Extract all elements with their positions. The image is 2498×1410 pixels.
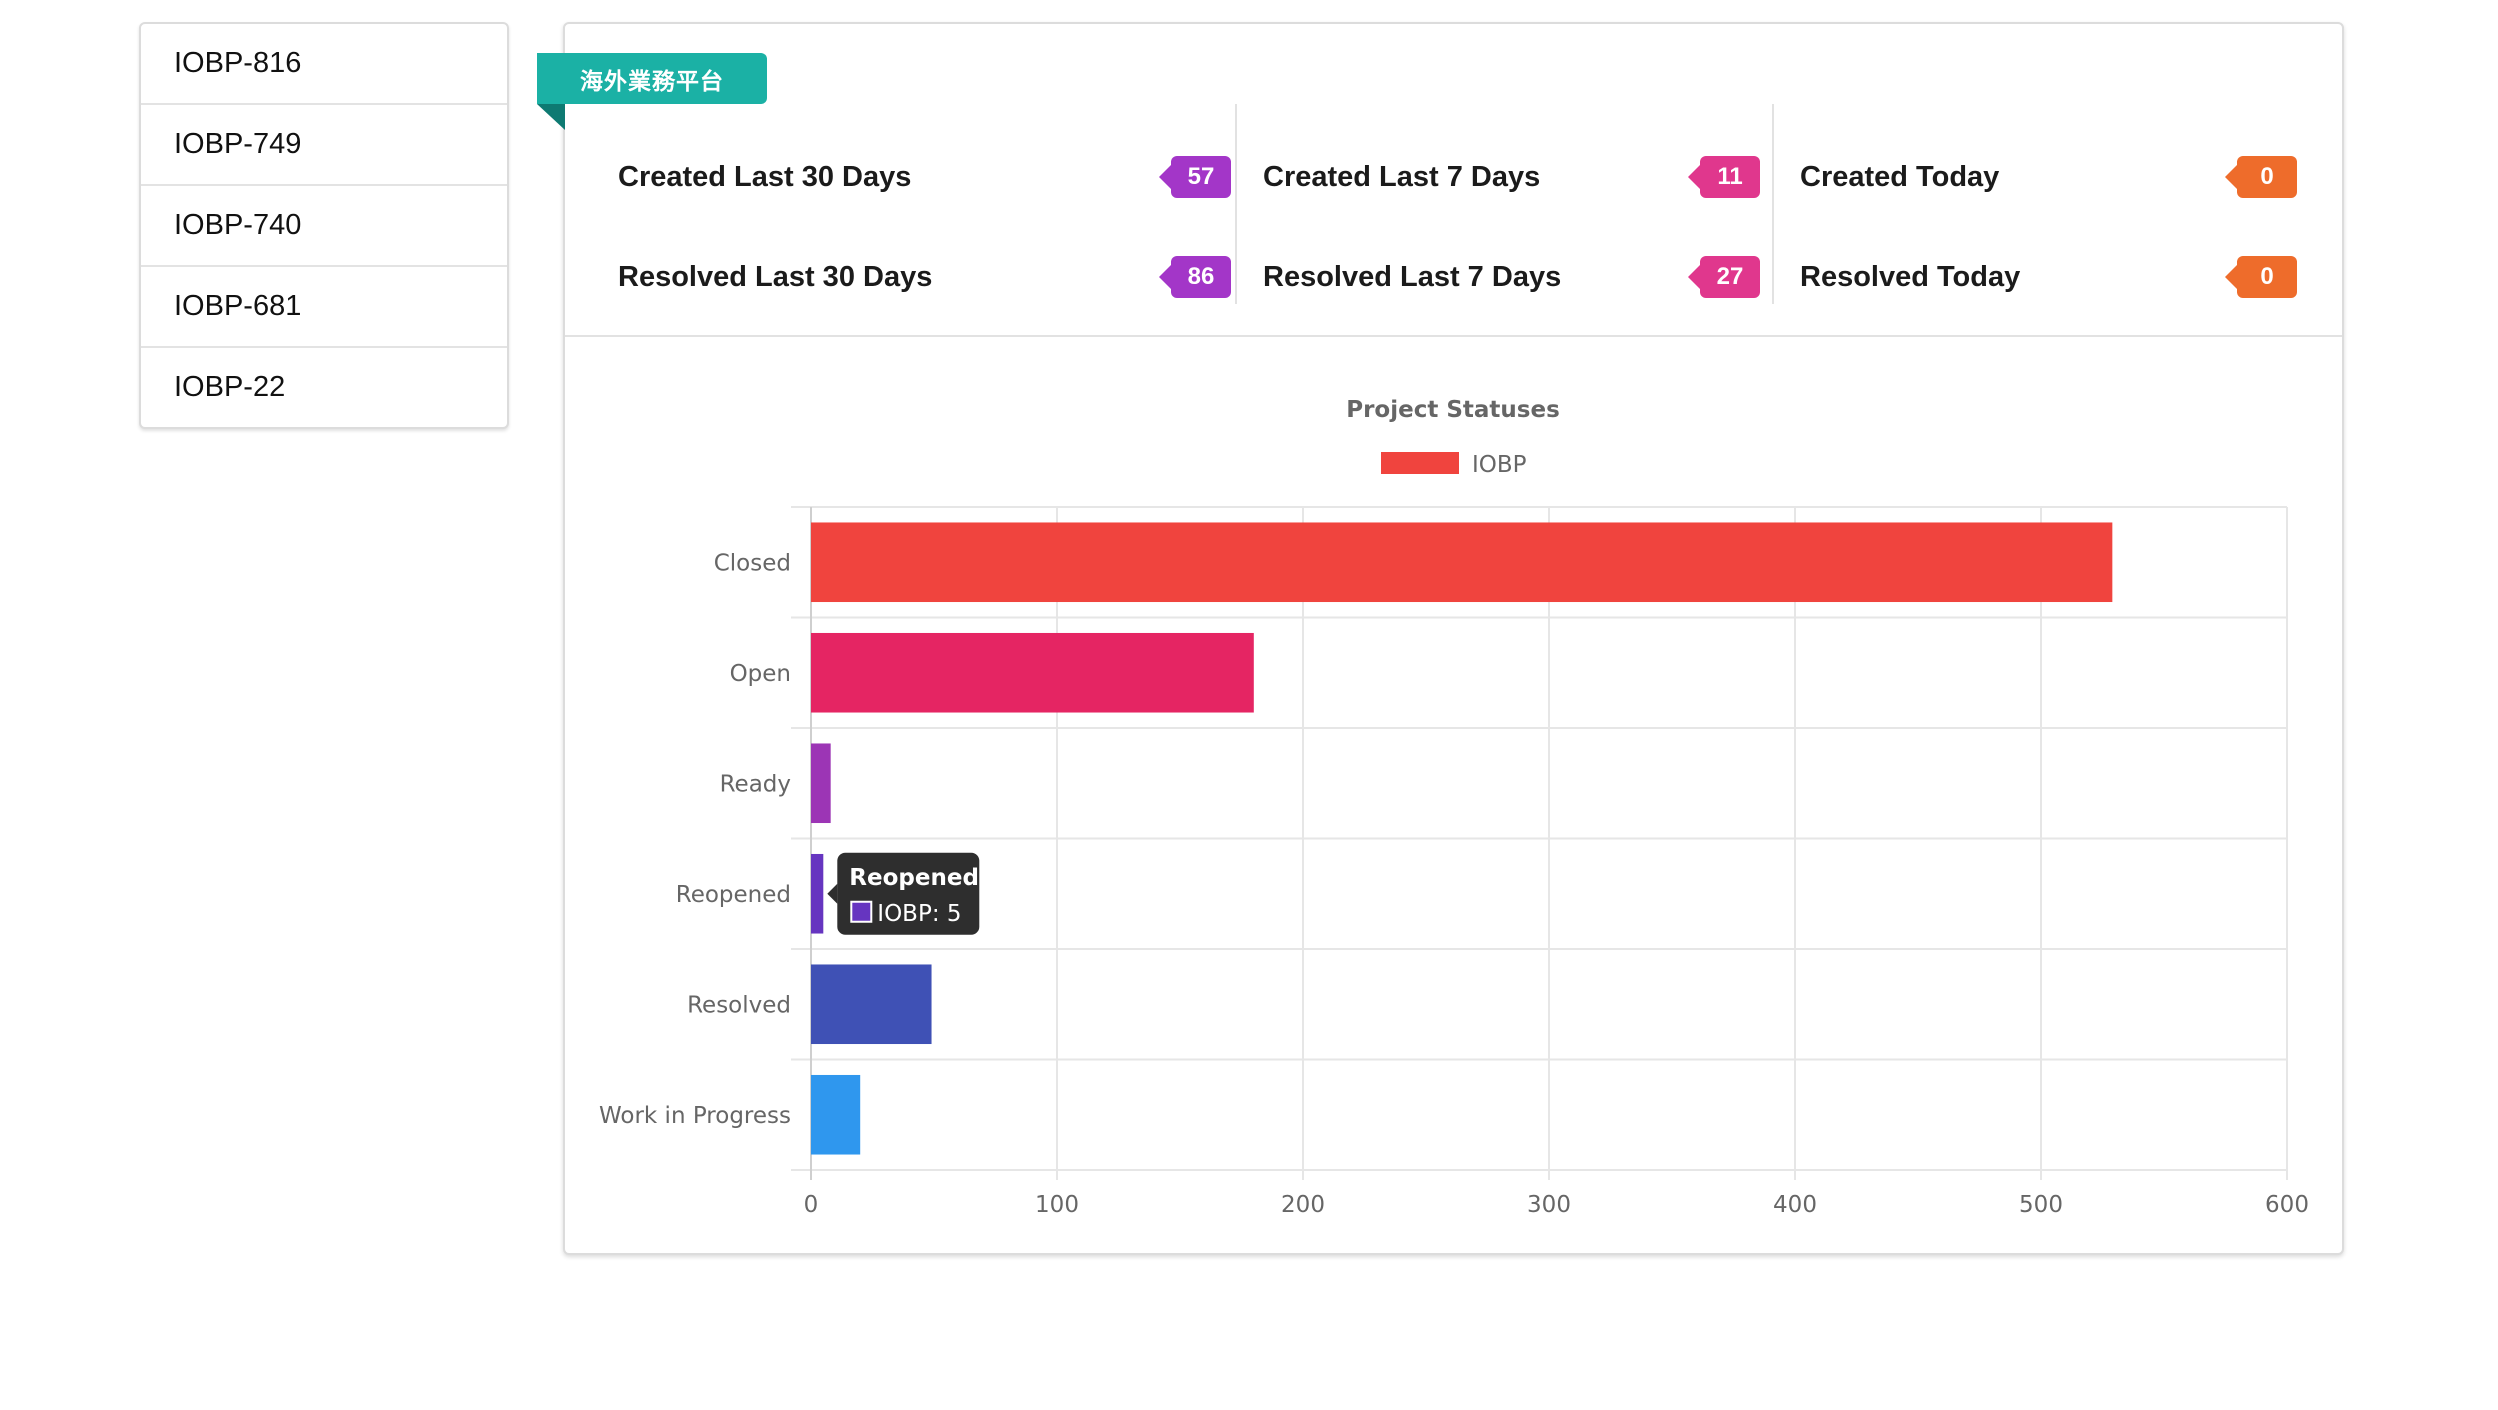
bar-ready[interactable]: [811, 743, 831, 824]
column-divider: [1772, 104, 1774, 304]
count-badge: 86: [1159, 256, 1231, 298]
tooltip-body: IOBP: 5: [877, 901, 961, 927]
category-label: Closed: [714, 550, 791, 576]
category-label: Ready: [720, 771, 791, 797]
x-tick-label: 500: [2019, 1192, 2063, 1218]
count-badge: 0: [2225, 156, 2297, 198]
tooltip-title: Reopened: [849, 865, 979, 891]
stat-label: Created Today: [1800, 160, 2000, 193]
category-labels: Closed Open Ready Reopened Resolved Work in P…: [599, 550, 791, 1129]
x-tick-label: 600: [2265, 1192, 2309, 1218]
stat-label: Resolved Today: [1800, 260, 2021, 293]
stat-resolved-today: Resolved Today 0: [1800, 252, 2317, 302]
bar-work-in-progress[interactable]: [811, 1074, 861, 1155]
stats-column-30-days: Created Last 30 Days 57 Resolved Last 30…: [618, 104, 1251, 330]
chart-tooltip: Reopened IOBP: 5: [827, 852, 980, 935]
x-tick-label: 100: [1035, 1192, 1079, 1218]
category-label: Open: [730, 661, 791, 687]
count-badge: 27: [1688, 256, 1760, 298]
stat-label: Created Last 30 Days: [618, 160, 912, 193]
dashboard-panel: 海外業務平台 Created Last 30 Days 57 Resolved …: [537, 22, 2344, 1255]
bar-chart: Project Statuses IOBP Closed Open Ready Reo…: [599, 397, 2309, 1218]
stat-created-30: Created Last 30 Days 57: [618, 152, 1251, 202]
project-ribbon: 海外業務平台: [537, 53, 767, 104]
issue-item[interactable]: IOBP-816: [141, 24, 507, 105]
stat-created-today: Created Today 0: [1800, 152, 2317, 202]
count-badge: 0: [2225, 256, 2297, 298]
stat-created-7: Created Last 7 Days 11: [1263, 152, 1780, 202]
category-label: Work in Progress: [599, 1103, 791, 1129]
issue-item[interactable]: IOBP-749: [141, 105, 507, 186]
stats-row: Created Last 30 Days 57 Resolved Last 30…: [565, 104, 2342, 330]
project-status-chart: Project Statuses IOBP Closed Open Ready Reo…: [565, 337, 2342, 1253]
chart-bars: [811, 522, 2113, 1155]
stat-resolved-7: Resolved Last 7 Days 27: [1263, 252, 1780, 302]
x-tick-labels: 0 100 200 300 400 500 600: [804, 1192, 2309, 1218]
stats-column-today: Created Today 0 Resolved Today 0: [1800, 104, 2317, 330]
stat-resolved-30: Resolved Last 30 Days 86: [618, 252, 1251, 302]
tooltip-background: [837, 852, 980, 935]
count-badge: 11: [1688, 156, 1760, 198]
issue-list: IOBP-816 IOBP-749 IOBP-740 IOBP-681 IOBP…: [139, 22, 509, 429]
bar-open[interactable]: [811, 632, 1254, 713]
count-badge: 57: [1159, 156, 1231, 198]
x-tick-label: 0: [804, 1192, 819, 1218]
stats-separator: [565, 335, 2342, 337]
ribbon-fold: [537, 104, 565, 130]
category-label: Reopened: [676, 882, 791, 908]
issue-item[interactable]: IOBP-681: [141, 267, 507, 348]
issue-item[interactable]: IOBP-740: [141, 186, 507, 267]
stats-column-7-days: Created Last 7 Days 11 Resolved Last 7 D…: [1263, 104, 1780, 330]
chart-title: Project Statuses: [1346, 397, 1560, 423]
column-divider: [1235, 104, 1237, 304]
stat-label: Resolved Last 30 Days: [618, 260, 933, 293]
category-label: Resolved: [687, 992, 791, 1018]
tooltip-caret: [827, 883, 838, 904]
x-tick-label: 300: [1527, 1192, 1571, 1218]
bar-closed[interactable]: [811, 522, 2113, 603]
bar-reopened[interactable]: [811, 853, 824, 934]
legend-label[interactable]: IOBP: [1472, 452, 1527, 478]
tooltip-swatch: [850, 900, 873, 923]
chart-grid: [791, 506, 2288, 1180]
x-tick-label: 400: [1773, 1192, 1817, 1218]
stat-label: Created Last 7 Days: [1263, 160, 1541, 193]
stat-label: Resolved Last 7 Days: [1263, 260, 1562, 293]
legend-swatch[interactable]: [1379, 450, 1461, 476]
issue-item[interactable]: IOBP-22: [174, 371, 286, 403]
x-tick-label: 200: [1281, 1192, 1325, 1218]
bar-resolved[interactable]: [811, 964, 932, 1045]
